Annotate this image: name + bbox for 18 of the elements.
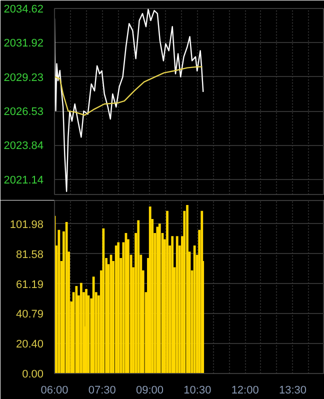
- x-tick-label: 07:30: [88, 384, 116, 396]
- y-tick-label: 2023.84: [4, 140, 44, 152]
- y-tick-label: 2034.62: [4, 4, 44, 16]
- y-tick-label: 0.00: [22, 368, 44, 380]
- x-tick-label: 12:00: [231, 384, 259, 396]
- y-tick-label: 2029.23: [4, 72, 44, 84]
- y-tick-label: 2026.53: [4, 106, 44, 118]
- y-tick-label: 2031.92: [4, 38, 44, 50]
- x-tick-label: 13:30: [278, 384, 307, 396]
- y-tick-label: 61.19: [16, 278, 44, 291]
- y-tick-label: 40.79: [16, 308, 44, 321]
- y-tick-label: 2021.14: [4, 174, 44, 186]
- y-tick-label: 101.98: [10, 218, 44, 231]
- x-tick-label: 10:30: [184, 384, 212, 396]
- y-tick-label: 20.40: [16, 338, 44, 351]
- y-tick-label: 81.58: [16, 248, 44, 261]
- x-tick-label: 09:00: [136, 384, 164, 396]
- x-tick-label: 06:00: [40, 384, 68, 396]
